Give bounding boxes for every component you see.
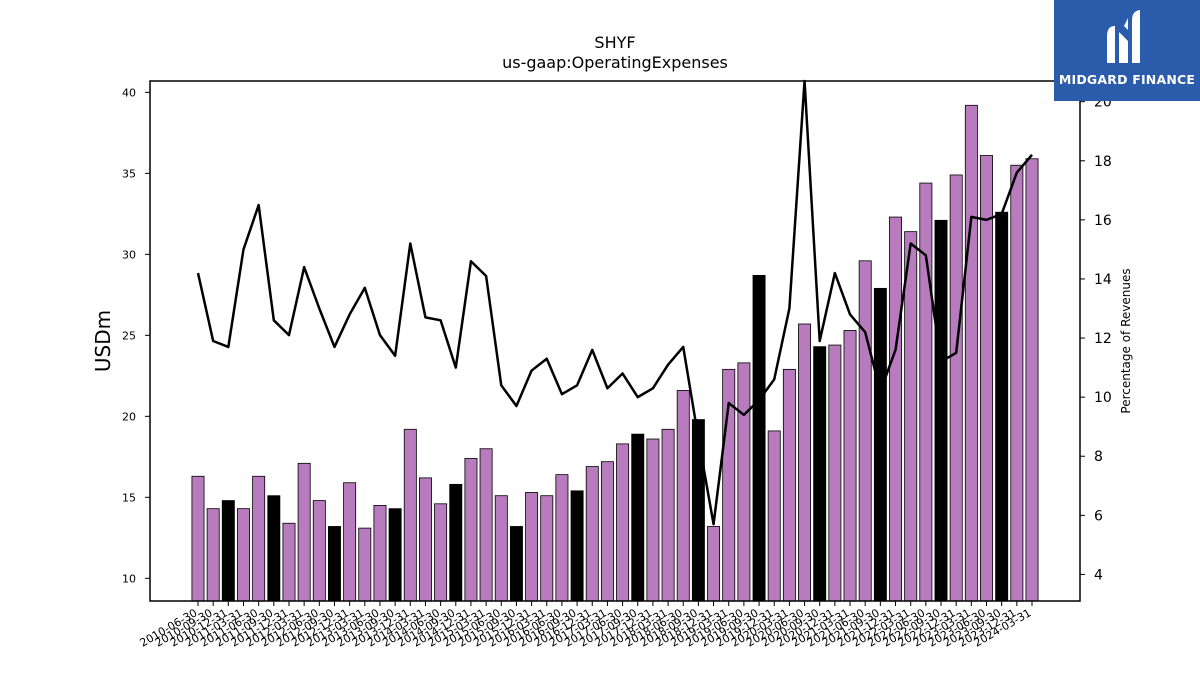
- bar-2016-09-30: [570, 490, 584, 602]
- bar-2019-09-30: [752, 274, 766, 602]
- y2-tick-label: 10: [1094, 390, 1112, 406]
- bar-2011-06-30: [252, 475, 266, 602]
- y2-tick-label: 4: [1094, 567, 1103, 583]
- bar-2021-12-31: [889, 216, 902, 602]
- bar-2020-09-30: [813, 346, 827, 602]
- bar-2022-06-30: [919, 182, 933, 602]
- bar-2015-03-31: [479, 448, 493, 602]
- bar-2014-09-30: [449, 483, 463, 602]
- bar-2021-03-31: [843, 330, 857, 602]
- bar-2012-06-30: [312, 500, 326, 602]
- bar-2017-09-30: [631, 433, 645, 602]
- y-tick-label: 20: [122, 410, 136, 423]
- bar-2016-03-31: [540, 495, 554, 602]
- bar-2015-09-30: [509, 526, 523, 602]
- bar-2023-09-30: [995, 211, 1009, 602]
- bar-2024-03-31: [1025, 158, 1039, 602]
- bar-2014-06-30: [434, 503, 448, 602]
- midgard-logo-icon: [1107, 10, 1140, 63]
- bar-2017-03-31: [600, 461, 614, 602]
- y2-tick-label: 18: [1094, 154, 1112, 170]
- y2-tick-label: 14: [1094, 272, 1112, 288]
- bar-2018-09-30: [691, 419, 705, 602]
- y2-tick-label: 12: [1094, 331, 1112, 347]
- bar-2011-12-31: [282, 522, 296, 602]
- y-axis-left: 10 15 20 25 30 35 40: [122, 86, 150, 585]
- y-axis-label: USDm: [91, 310, 115, 372]
- bar-2019-12-31: [767, 430, 781, 602]
- ratio-line: [196, 79, 1033, 526]
- y2-axis-label: Percentage of Revenues: [1119, 268, 1133, 413]
- bar-2010-06-30: [191, 475, 205, 602]
- chart-subtitle: us-gaap:OperatingExpenses: [502, 53, 728, 72]
- y-tick-label: 40: [122, 86, 136, 99]
- bar-2023-06-30: [980, 155, 993, 602]
- y-tick-label: 25: [122, 329, 136, 342]
- bar-2022-03-31: [904, 231, 918, 602]
- y-tick-label: 15: [122, 491, 136, 504]
- bar-2010-09-30: [206, 508, 220, 602]
- bar-2018-03-31: [661, 428, 675, 602]
- bar-2012-03-31: [297, 462, 311, 602]
- bar-2016-06-30: [555, 474, 569, 602]
- chart-title: SHYF: [594, 33, 635, 52]
- bar-2014-12-31: [464, 458, 478, 602]
- bar-2021-09-30: [873, 287, 887, 602]
- y2-tick-label: 8: [1094, 449, 1103, 465]
- bar-2015-06-30: [494, 495, 508, 602]
- bar-2011-09-30: [267, 495, 281, 602]
- bar-2017-06-30: [616, 443, 630, 602]
- bar-2012-12-31: [343, 482, 357, 602]
- brand-logo: MIDGARD FINANCE: [1054, 0, 1200, 101]
- plot-frame: [149, 80, 1081, 602]
- y-tick-label: 30: [122, 248, 136, 261]
- bar-2020-12-31: [828, 344, 842, 602]
- x-axis: 2010-06-302010-09-302010-12-312011-03-31…: [138, 601, 1034, 650]
- y2-tick-label: 16: [1094, 213, 1112, 229]
- bar-2013-12-31: [403, 428, 417, 602]
- bar-2011-03-31: [237, 508, 250, 602]
- bars-group: [191, 104, 1039, 602]
- bar-2021-06-30: [858, 260, 872, 602]
- bar-2023-03-31: [964, 104, 978, 602]
- bar-2018-12-31: [707, 526, 721, 602]
- bar-2014-03-31: [418, 477, 432, 602]
- bar-2012-09-30: [328, 526, 341, 602]
- bar-2017-12-31: [646, 438, 660, 602]
- bar-2020-06-30: [798, 323, 812, 602]
- bar-2016-12-31: [585, 466, 599, 602]
- bar-2022-12-31: [949, 174, 963, 602]
- bar-2018-06-30: [676, 390, 690, 602]
- brand-name: MIDGARD FINANCE: [1058, 72, 1196, 87]
- y2-tick-label: 6: [1094, 508, 1103, 524]
- bar-2022-09-30: [934, 219, 948, 602]
- y-tick-label: 10: [122, 572, 136, 585]
- bar-2013-06-30: [373, 505, 387, 602]
- bar-2020-03-31: [782, 368, 796, 602]
- bar-2023-12-31: [1010, 164, 1024, 602]
- y-tick-label: 35: [122, 167, 136, 180]
- bar-2015-12-31: [525, 492, 539, 602]
- bar-2019-06-30: [737, 362, 751, 602]
- bar-2013-03-31: [358, 527, 372, 602]
- bar-2010-12-31: [221, 500, 235, 602]
- bar-2013-09-30: [388, 508, 402, 602]
